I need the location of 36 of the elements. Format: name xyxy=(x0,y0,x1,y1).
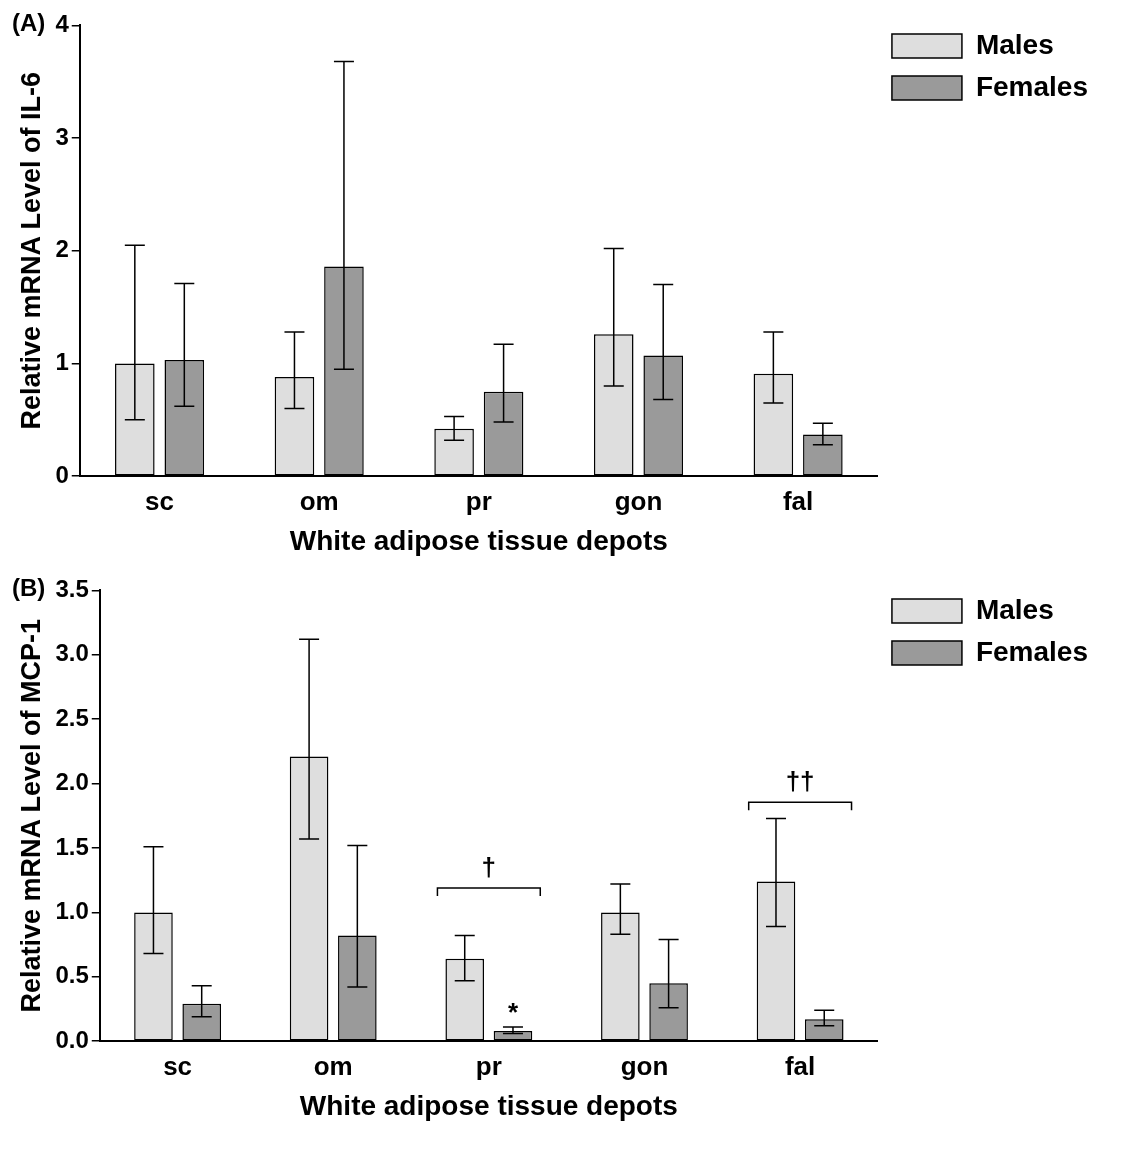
x-tick-label: fal xyxy=(784,1050,816,1081)
x-tick-label: om xyxy=(299,485,339,516)
y-tick-label: 1.0 xyxy=(55,897,89,925)
y-tick-label: 3 xyxy=(55,122,69,150)
x-tick-label: sc xyxy=(145,485,175,516)
legend-label: Males xyxy=(975,593,1054,625)
x-tick-label: sc xyxy=(163,1050,193,1081)
y-tick-label: 0.5 xyxy=(55,961,89,989)
annotation: †† xyxy=(785,766,815,797)
x-tick-label: pr xyxy=(465,485,492,516)
y-tick-label: 2.5 xyxy=(55,703,89,731)
y-tick-label: 4 xyxy=(55,10,70,38)
y-axis-title: Relative mRNA Level of MCP-1 xyxy=(15,619,46,1013)
y-tick-label: 0 xyxy=(55,460,69,488)
y-tick-label: 0.0 xyxy=(55,1025,89,1053)
y-tick-label: 1 xyxy=(55,348,69,376)
x-tick-label: fal xyxy=(782,485,814,516)
annotation: † xyxy=(481,852,497,883)
y-tick-label: 3.0 xyxy=(55,639,89,667)
y-axis-title: Relative mRNA Level of IL-6 xyxy=(15,72,46,430)
annotation: * xyxy=(507,996,519,1027)
x-tick-label: pr xyxy=(475,1050,502,1081)
x-axis-title: White adipose tissue depots xyxy=(289,524,668,556)
x-tick-label: gon xyxy=(620,1050,669,1081)
y-tick-label: 3.5 xyxy=(55,575,89,603)
x-axis-title: White adipose tissue depots xyxy=(299,1089,678,1121)
text: (B) xyxy=(12,573,46,601)
legend-label: Females xyxy=(975,70,1089,102)
x-tick-label: gon xyxy=(614,485,663,516)
y-tick-label: 2.0 xyxy=(55,768,89,796)
text: (A) xyxy=(12,8,46,36)
y-tick-label: 2 xyxy=(55,235,69,263)
x-tick-label: om xyxy=(313,1050,353,1081)
legend-label: Females xyxy=(975,635,1089,667)
y-tick-label: 1.5 xyxy=(55,832,89,860)
legend-label: Males xyxy=(975,28,1054,60)
